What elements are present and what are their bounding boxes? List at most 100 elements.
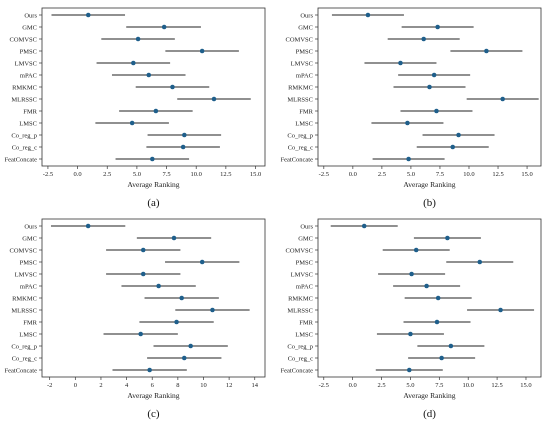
y-tick-label: FeatConcate (5, 367, 38, 374)
y-tick-label: GMC (298, 24, 313, 31)
mean-point (146, 72, 152, 78)
y-tick-label: MLRSSC (11, 307, 37, 314)
mean-point (140, 247, 146, 253)
y-tick-label: Co_reg_p (11, 132, 37, 139)
mean-point (153, 108, 159, 114)
mean-point (135, 36, 141, 42)
y-tick-label: FMR (23, 108, 37, 115)
mean-point (171, 235, 177, 241)
mean-point (434, 108, 439, 114)
mean-point (406, 367, 412, 373)
y-tick-label: LMSC (295, 120, 313, 127)
y-tick-label: PMSC (296, 48, 313, 55)
x-tick-label: 2.5 (377, 382, 385, 389)
x-tick-label: 0.0 (349, 382, 357, 389)
y-tick-label: mPAC (296, 283, 313, 290)
x-axis-label: Average Ranking (403, 391, 455, 400)
mean-point (140, 271, 146, 277)
panel-label: (a) (147, 197, 160, 209)
x-tick-label: 5.0 (407, 171, 415, 178)
mean-point (456, 132, 461, 138)
y-tick-label: Ours (300, 223, 313, 230)
x-tick-label: 12.5 (491, 382, 502, 389)
mean-point (450, 144, 456, 150)
x-tick-label: 12.5 (492, 171, 503, 178)
mean-point (179, 295, 184, 301)
y-tick-label: LMVSC (291, 60, 313, 67)
y-tick-label: RMKMC (288, 84, 313, 91)
x-tick-label: 10.0 (191, 171, 202, 178)
y-tick-label: MLRSSC (287, 307, 313, 314)
panel-b: Ours GMC COMVSC PMSC LMVSC mPAC RMKMC MLRSSC FMR… (281, 7, 542, 209)
y-tick-label: GMC (298, 235, 313, 242)
mean-point (427, 84, 432, 90)
mean-point (405, 120, 410, 126)
mean-point (408, 331, 413, 337)
mean-point (180, 144, 186, 150)
mean-point (409, 271, 414, 277)
y-tick-label: Co_reg_c (288, 144, 313, 151)
y-tick-label: Co_reg_c (12, 355, 37, 362)
y-tick-label: LMVSC (15, 60, 37, 67)
x-tick-label: 0.0 (349, 171, 357, 178)
y-tick-label: LMSC (19, 331, 37, 338)
mean-point (156, 283, 161, 289)
y-tick-label: Co_reg_p (287, 343, 313, 350)
y-tick-label: FeatConcate (281, 156, 314, 163)
mean-point (484, 48, 489, 54)
y-tick-label: COMVSC (10, 36, 37, 43)
mean-point (181, 355, 187, 361)
x-tick-label: 10 (200, 382, 207, 389)
y-tick-label: COMVSC (10, 247, 37, 254)
x-tick-label: 2 (99, 382, 102, 389)
mean-point (182, 132, 187, 138)
x-tick-label: 7.5 (436, 171, 444, 178)
y-tick-label: LMSC (295, 331, 313, 338)
mean-point (424, 283, 429, 289)
x-tick-label: 12 (226, 382, 233, 389)
x-axis-label: Average Ranking (127, 391, 179, 400)
y-tick-label: Co_reg_p (287, 132, 313, 139)
x-tick-label: 5.0 (133, 171, 141, 178)
mean-point (170, 84, 175, 90)
panel-label: (d) (423, 408, 436, 420)
x-tick-label: 10.0 (463, 171, 474, 178)
y-tick-label: FeatConcate (281, 367, 314, 374)
x-tick-label: 8 (176, 382, 179, 389)
y-tick-label: FMR (299, 319, 313, 326)
panel-c: Ours GMC COMVSC PMSC LMVSC mPAC RMKMC MLRSSC FMR… (5, 218, 266, 420)
x-axis-label: Average Ranking (403, 180, 455, 189)
mean-point (161, 24, 167, 30)
mean-point (361, 223, 367, 229)
mean-point (477, 259, 483, 265)
mean-point (498, 307, 503, 313)
panel-d: Ours GMC COMVSC PMSC LMVSC mPAC RMKMC MLRSSC FMR… (281, 218, 542, 420)
y-tick-label: Co_reg_c (12, 144, 37, 151)
mean-point (431, 72, 437, 78)
mean-point (199, 48, 205, 54)
x-tick-label: 12.5 (220, 171, 231, 178)
y-tick-label: COMVSC (286, 36, 313, 43)
mean-point (85, 223, 91, 229)
mean-point (435, 295, 441, 301)
mean-point (434, 319, 440, 325)
y-tick-label: LMSC (19, 120, 37, 127)
mean-point (188, 343, 193, 349)
y-tick-label: FMR (299, 108, 313, 115)
y-tick-label: PMSC (296, 259, 313, 266)
y-tick-label: Ours (300, 12, 313, 19)
y-tick-label: COMVSC (286, 247, 313, 254)
mean-point (199, 259, 205, 265)
x-tick-label: 5.0 (406, 382, 414, 389)
y-tick-label: MLRSSC (11, 96, 37, 103)
x-tick-label: 7.5 (162, 171, 170, 178)
panel-a: Ours GMC COMVSC PMSC LMVSC mPAC RMKMC MLRSSC FMR… (5, 7, 266, 209)
x-tick-label: -2 (47, 382, 52, 389)
mean-point (445, 235, 450, 241)
mean-point (138, 331, 143, 337)
mean-point (406, 156, 411, 162)
x-tick-label: 15.0 (520, 382, 531, 389)
y-tick-label: mPAC (20, 283, 37, 290)
y-tick-label: RMKMC (12, 295, 37, 302)
mean-point (448, 343, 454, 349)
